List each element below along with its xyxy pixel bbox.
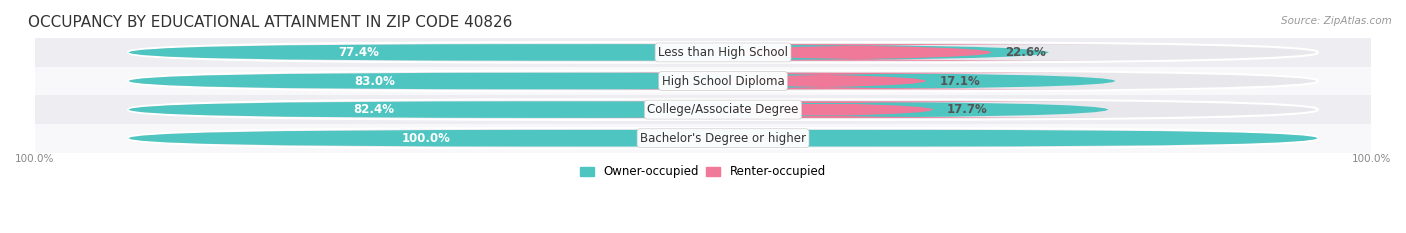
Text: High School Diploma: High School Diploma: [662, 75, 785, 88]
Text: Less than High School: Less than High School: [658, 46, 787, 59]
FancyBboxPatch shape: [128, 99, 1317, 120]
Text: 82.4%: 82.4%: [353, 103, 394, 116]
FancyBboxPatch shape: [128, 44, 1049, 61]
Text: 83.0%: 83.0%: [354, 75, 395, 88]
Text: OCCUPANCY BY EDUCATIONAL ATTAINMENT IN ZIP CODE 40826: OCCUPANCY BY EDUCATIONAL ATTAINMENT IN Z…: [28, 15, 512, 30]
Text: 0.0%: 0.0%: [737, 132, 769, 145]
FancyBboxPatch shape: [128, 101, 1108, 118]
Text: College/Associate Degree: College/Associate Degree: [647, 103, 799, 116]
Text: 22.6%: 22.6%: [1005, 46, 1046, 59]
Legend: Owner-occupied, Renter-occupied: Owner-occupied, Renter-occupied: [575, 161, 831, 183]
FancyBboxPatch shape: [128, 128, 1317, 148]
FancyBboxPatch shape: [533, 101, 1123, 118]
Bar: [35, 95, 1371, 124]
Bar: [35, 124, 1371, 153]
Text: 17.1%: 17.1%: [939, 75, 980, 88]
Bar: [35, 38, 1371, 67]
Text: 100.0%: 100.0%: [401, 132, 450, 145]
FancyBboxPatch shape: [128, 130, 1317, 147]
Bar: [35, 67, 1371, 95]
Text: 17.7%: 17.7%: [948, 103, 988, 116]
FancyBboxPatch shape: [526, 73, 1123, 89]
FancyBboxPatch shape: [128, 71, 1317, 91]
Text: Bachelor's Degree or higher: Bachelor's Degree or higher: [640, 132, 806, 145]
FancyBboxPatch shape: [128, 42, 1317, 63]
FancyBboxPatch shape: [128, 73, 1115, 89]
Text: Source: ZipAtlas.com: Source: ZipAtlas.com: [1281, 16, 1392, 26]
FancyBboxPatch shape: [591, 44, 1123, 61]
Text: 77.4%: 77.4%: [337, 46, 378, 59]
